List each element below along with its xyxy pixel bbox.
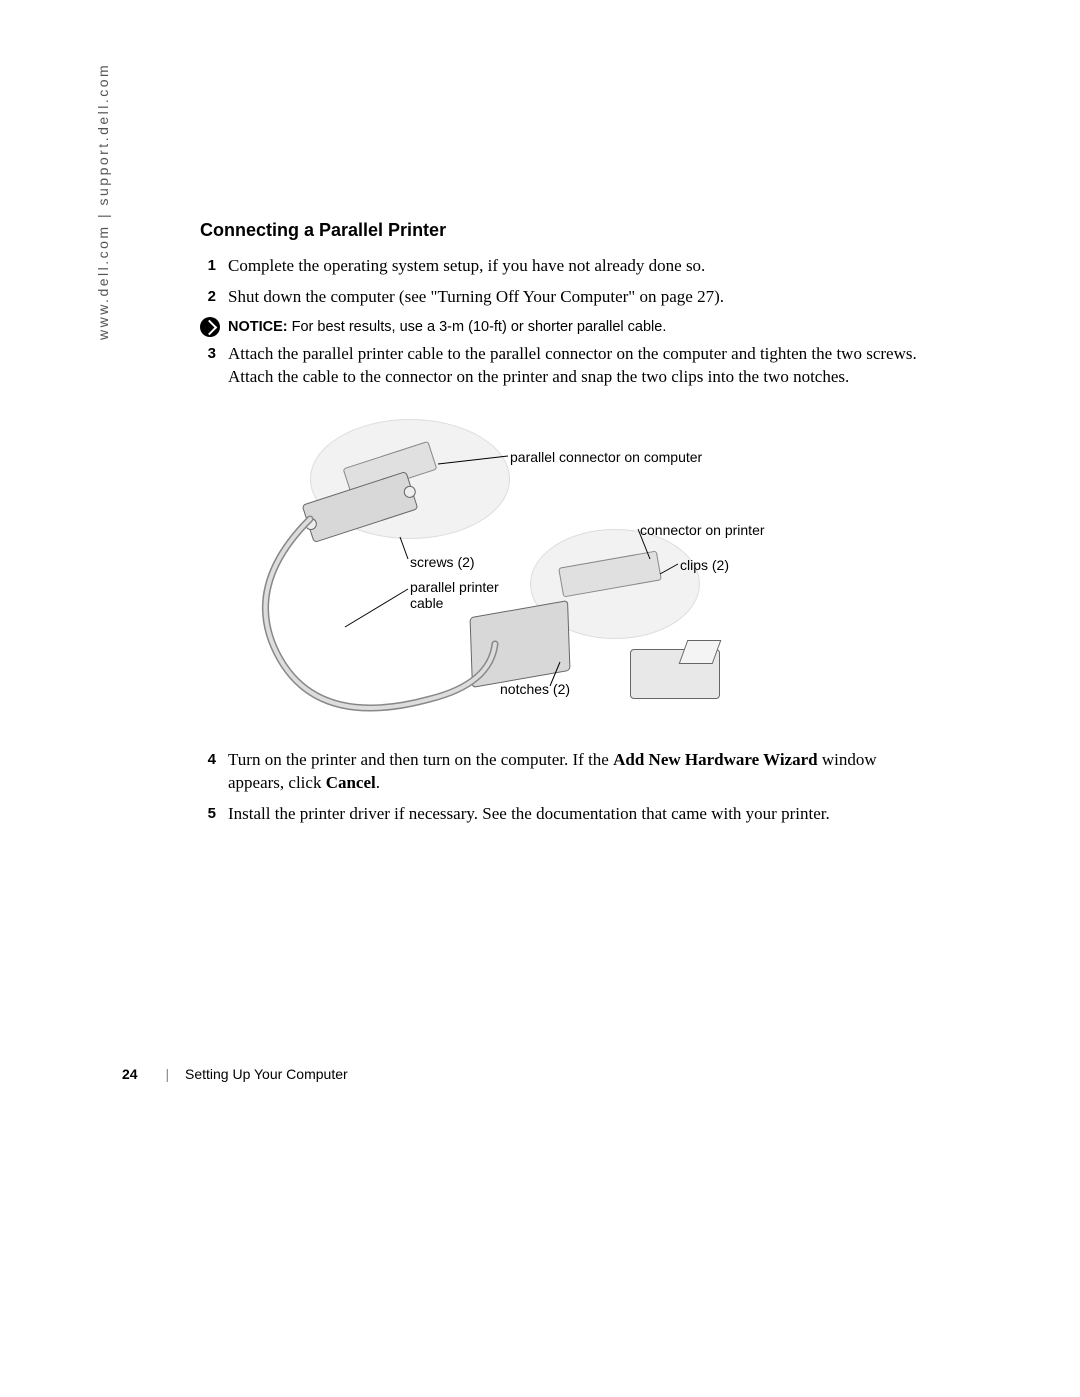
label-connector-printer: connector on printer	[640, 522, 765, 538]
notice-callout: NOTICE: For best results, use a 3-m (10-…	[200, 317, 920, 338]
main-content: Connecting a Parallel Printer 1 Complete…	[200, 220, 920, 834]
cable-diagram: parallel connector on computer connector…	[250, 409, 870, 729]
sidebar-url-text: www.dell.com | support.dell.com	[95, 63, 111, 340]
section-heading: Connecting a Parallel Printer	[200, 220, 920, 241]
page-footer: 24 | Setting Up Your Computer	[122, 1066, 348, 1082]
label-parallel-connector: parallel connector on computer	[510, 449, 702, 465]
step-1: 1 Complete the operating system setup, i…	[200, 255, 920, 278]
notice-label: NOTICE:	[228, 319, 288, 335]
notice-text: NOTICE: For best results, use a 3-m (10-…	[228, 317, 666, 338]
step-4: 4 Turn on the printer and then turn on t…	[200, 749, 920, 795]
step-number: 3	[200, 343, 228, 389]
step-text: Turn on the printer and then turn on the…	[228, 749, 920, 795]
printer-plug-shape	[470, 600, 571, 688]
page-number: 24	[122, 1066, 138, 1082]
step4-bold2: Cancel	[326, 773, 376, 792]
step-text: Install the printer driver if necessary.…	[228, 803, 920, 826]
step-5: 5 Install the printer driver if necessar…	[200, 803, 920, 826]
step4-after: .	[376, 773, 380, 792]
step-number: 4	[200, 749, 228, 795]
footer-section-title: Setting Up Your Computer	[185, 1066, 348, 1082]
step4-part1: Turn on the printer and then turn on the…	[228, 750, 613, 769]
steps-list-cont: 3 Attach the parallel printer cable to t…	[200, 343, 920, 389]
footer-separator: |	[165, 1066, 169, 1082]
step-3: 3 Attach the parallel printer cable to t…	[200, 343, 920, 389]
step4-bold1: Add New Hardware Wizard	[613, 750, 817, 769]
label-screws: screws (2)	[410, 554, 475, 570]
steps-list-after: 4 Turn on the printer and then turn on t…	[200, 749, 920, 826]
step-text: Attach the parallel printer cable to the…	[228, 343, 920, 389]
step-text: Complete the operating system setup, if …	[228, 255, 920, 278]
step-number: 1	[200, 255, 228, 278]
label-notches: notches (2)	[500, 681, 570, 697]
label-cable: parallel printer cable	[410, 579, 520, 611]
steps-list: 1 Complete the operating system setup, i…	[200, 255, 920, 309]
arrow-right-circle-icon	[200, 317, 220, 337]
step-number: 2	[200, 286, 228, 309]
label-clips: clips (2)	[680, 557, 729, 573]
step-text: Shut down the computer (see "Turning Off…	[228, 286, 920, 309]
notice-body: For best results, use a 3-m (10-ft) or s…	[288, 319, 667, 335]
step-2: 2 Shut down the computer (see "Turning O…	[200, 286, 920, 309]
printer-shape	[630, 649, 720, 699]
step-number: 5	[200, 803, 228, 826]
